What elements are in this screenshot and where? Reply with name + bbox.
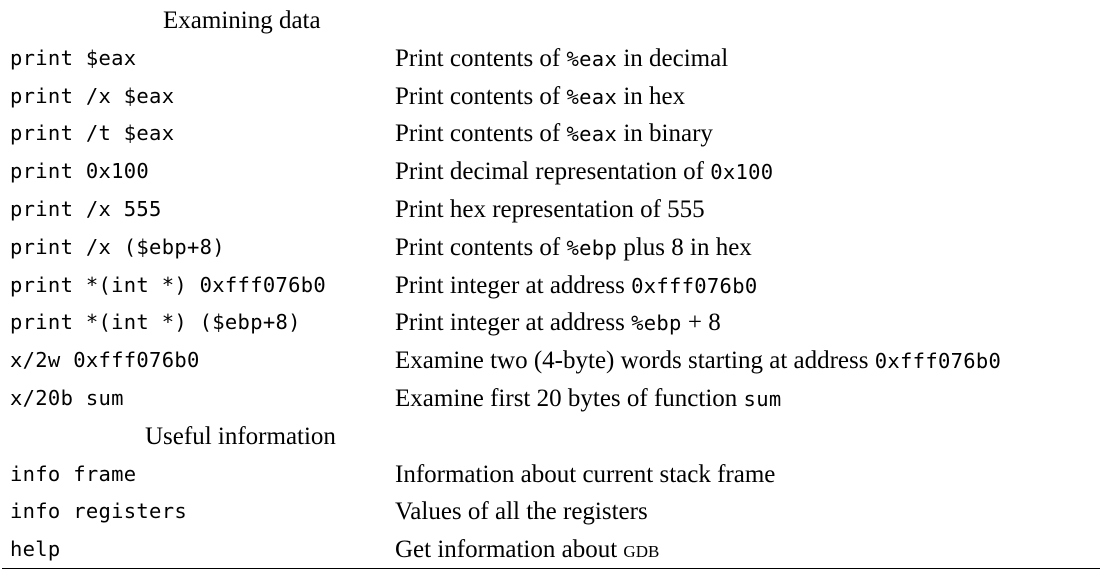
gdb-command-table: Examining data print $eax Print contents… (10, 2, 1102, 569)
command-cell: info registers (10, 499, 187, 524)
bottom-rule (2, 568, 1100, 569)
command-cell: print 0x100 (10, 159, 150, 184)
description-text: plus 8 in hex (617, 233, 752, 261)
description-text: Get information about (395, 536, 624, 564)
description-text: Print integer at address (395, 271, 632, 299)
description-text: Values of all the registers (395, 498, 648, 526)
command-cell: print /x ($ebp+8) (10, 234, 225, 259)
table-row: x/20b sum Examine first 20 bytes of func… (10, 380, 1102, 418)
description-text: in decimal (617, 44, 729, 72)
description-text: Print contents of (395, 44, 567, 72)
description-text: in binary (617, 120, 713, 148)
description-smallcaps: gdb (623, 537, 660, 564)
description-cell: Print contents of %eax in binary (395, 115, 713, 154)
command-cell: print *(int *) 0xfff076b0 (10, 272, 327, 297)
command-cell: info frame (10, 461, 137, 486)
description-text: Print contents of (395, 82, 567, 110)
command-cell: x/20b sum (10, 385, 124, 410)
table-row: info registers Values of all the registe… (10, 493, 1102, 531)
table-row: print /x ($ebp+8) Print contents of %ebp… (10, 229, 1102, 267)
description-code: %ebp (566, 235, 618, 260)
description-cell: Print contents of %eax in hex (395, 78, 685, 117)
description-cell: Print contents of %ebp plus 8 in hex (395, 229, 752, 268)
table-row: print 0x100 Print decimal representation… (10, 153, 1102, 191)
description-cell: Print integer at address %ebp + 8 (395, 304, 721, 343)
description-code: sum (743, 386, 782, 411)
table-row: print *(int *) ($ebp+8) Print integer at… (10, 304, 1102, 342)
description-text: Examine first 20 bytes of function (395, 384, 744, 412)
section-heading-useful-information: Useful information (145, 422, 336, 450)
table-row: print $eax Print contents of %eax in dec… (10, 40, 1102, 78)
description-code: 0x100 (710, 160, 774, 185)
description-text: Print integer at address (395, 309, 632, 337)
description-cell: Information about current stack frame (395, 456, 775, 494)
description-text: Examine two (4-byte) words starting at a… (395, 347, 875, 375)
table-row: help Get information about gdb (10, 531, 1102, 569)
description-cell: Print integer at address 0xfff076b0 (395, 267, 757, 306)
description-cell: Print hex representation of 555 (395, 191, 705, 229)
description-cell: Examine two (4-byte) words starting at a… (395, 342, 1001, 381)
table-row: info frame Information about current sta… (10, 456, 1102, 494)
command-cell: print $eax (10, 45, 137, 70)
description-code: 0xfff076b0 (874, 349, 1002, 374)
description-cell: Print decimal representation of 0x100 (395, 153, 773, 192)
description-text: in hex (617, 82, 686, 110)
description-text: Print hex representation of 555 (395, 195, 705, 223)
table-row: print /x $eax Print contents of %eax in … (10, 78, 1102, 116)
description-text: Print decimal representation of (395, 158, 711, 186)
description-cell: Examine first 20 bytes of function sum (395, 380, 781, 419)
description-text: + 8 (681, 309, 721, 337)
description-cell: Get information about gdb (395, 531, 659, 570)
section-heading-examining-data: Examining data (163, 7, 321, 34)
table-row: print /t $eax Print contents of %eax in … (10, 115, 1102, 153)
command-cell: print /x 555 (10, 196, 162, 221)
command-cell: print /x $eax (10, 83, 175, 108)
command-cell: print *(int *) ($ebp+8) (10, 310, 301, 335)
command-cell: x/2w 0xfff076b0 (10, 348, 200, 373)
command-cell: print /t $eax (10, 121, 175, 146)
table-row: print *(int *) 0xfff076b0 Print integer … (10, 267, 1102, 305)
description-text: Information about current stack frame (395, 460, 776, 488)
section-useful-information: info frame Information about current sta… (10, 456, 1102, 569)
description-code: %eax (566, 122, 618, 147)
description-code: 0xfff076b0 (631, 273, 758, 298)
description-code: %eax (566, 84, 618, 109)
table-row: x/2w 0xfff076b0 Examine two (4-byte) wor… (10, 342, 1102, 380)
description-text: Print contents of (395, 120, 567, 148)
description-cell: Values of all the registers (395, 493, 648, 531)
table-row: print /x 555 Print hex representation of… (10, 191, 1102, 229)
description-code: %eax (566, 46, 618, 71)
description-code: %ebp (631, 311, 682, 336)
command-cell: help (10, 537, 61, 562)
description-cell: Print contents of %eax in decimal (395, 40, 728, 79)
section-examining-data: print $eax Print contents of %eax in dec… (10, 40, 1102, 418)
description-text: Print contents of (395, 233, 567, 261)
